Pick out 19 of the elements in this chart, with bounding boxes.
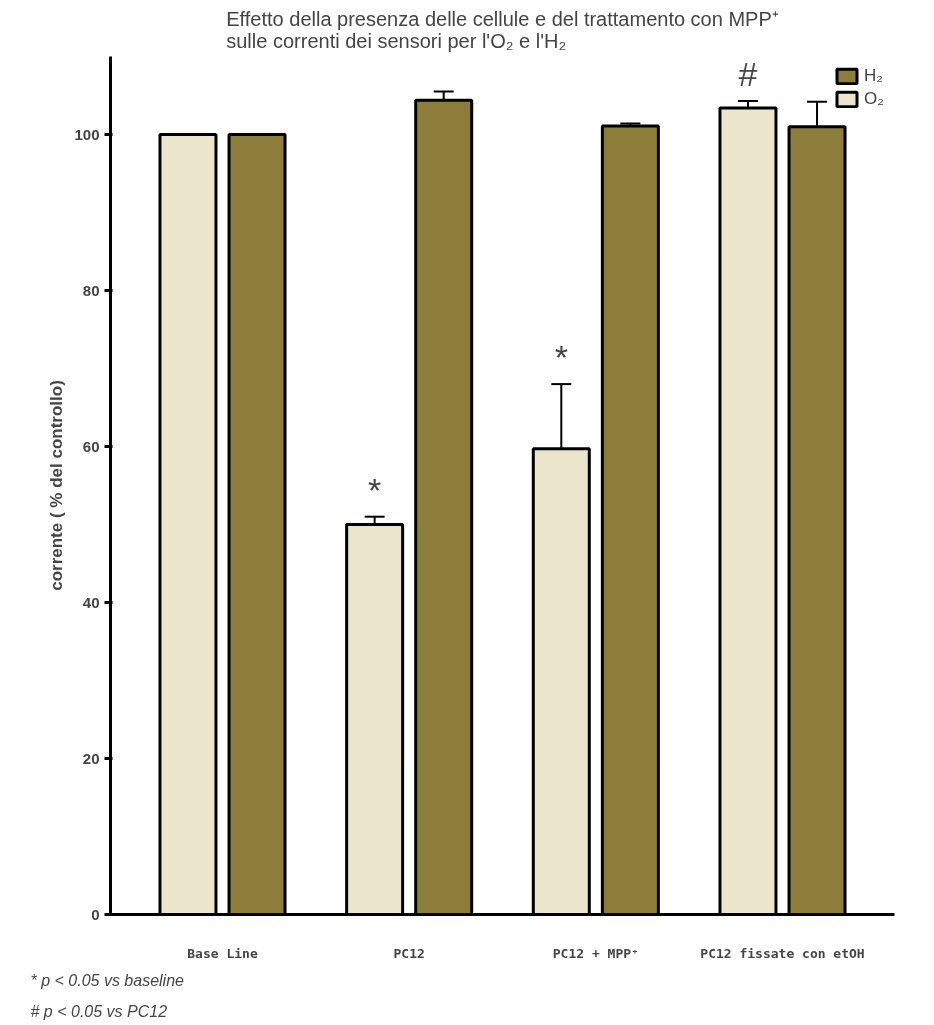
y-tick-label: 20 (82, 749, 100, 767)
data-label: * (368, 470, 382, 509)
y-tick-label: 60 (82, 437, 100, 455)
text: * p < 0.05 vs baseline (30, 971, 185, 989)
legend-label: H₂ (864, 66, 884, 86)
data-label: # (738, 54, 758, 93)
y-tick-label: 80 (82, 281, 100, 299)
x-tick-label: PC12 fissate con etOH (700, 945, 865, 961)
y-tick-label: 100 (74, 125, 100, 143)
x-tick-label: PC12 (393, 945, 425, 961)
y-tick-label: 0 (91, 905, 100, 923)
x-tick-label: PC12 + MPP⁺ (552, 945, 639, 961)
y-tick-label: 40 (82, 593, 100, 611)
chart-title: Effetto della presenza delle cellule e del trattamento con MPP⁺ sulle correnti dei sensori per l'O₂ e l'H₂ (226, 7, 779, 52)
x-tick-label: Base Line (187, 945, 258, 961)
legend-label: O₂ (864, 89, 884, 109)
text: # p < 0.05 vs PC12 (30, 1002, 168, 1020)
data-label: * (554, 338, 568, 377)
y-axis-title: corrente ( % del controllo) (47, 380, 67, 591)
